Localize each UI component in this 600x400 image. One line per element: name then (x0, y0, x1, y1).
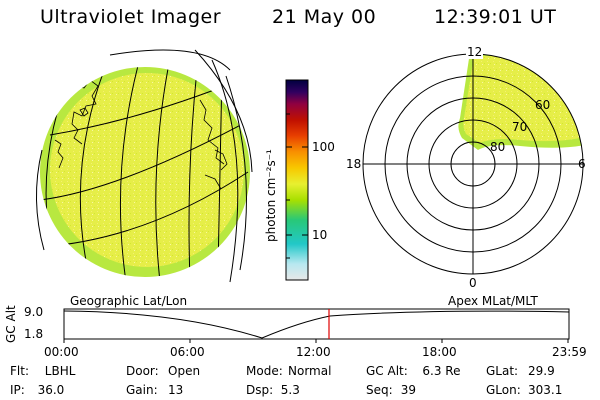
observation-time: 12:39:01 UT (434, 6, 557, 28)
info-value: 303.1 (528, 383, 563, 397)
time-tick-2359: 23:59 (552, 345, 587, 359)
info-value: 29.9 (528, 364, 555, 378)
info-key: GLon: (486, 383, 521, 397)
info-value: 36.0 (37, 383, 65, 397)
time-tick-0000: 00:00 (44, 345, 79, 359)
info-key: Door: (126, 364, 159, 378)
info-key: GLat: (486, 364, 519, 378)
info-value: 39 (400, 383, 417, 397)
alt-tick-low: 1.8 (24, 327, 44, 341)
info-key: Gain: (126, 383, 158, 397)
time-tick-1800: 18:00 (422, 345, 457, 359)
observation-date: 21 May 00 (272, 6, 377, 28)
info-value: 5.3 (280, 383, 300, 397)
info-key: Seq: (366, 383, 393, 397)
time-tick-0600: 06:00 (170, 345, 205, 359)
polar-grid-label: Apex MLat/MLT (448, 294, 538, 308)
mlat-label-70: 70 (512, 120, 528, 134)
alt-plot-ylabel: GC Alt (4, 305, 18, 343)
instrument-title: Ultraviolet Imager (40, 6, 222, 28)
info-key: Flt: (10, 364, 29, 378)
info-key: Dsp: (246, 383, 274, 397)
info-key: Mode: (246, 364, 283, 378)
colorbar-unit-label: photon cm⁻²s⁻¹ (264, 149, 278, 242)
info-value: 13 (168, 383, 184, 397)
mlat-label-80: 80 (490, 140, 506, 154)
mlat-label-60: 60 (535, 98, 551, 112)
info-value: 6.3 Re (422, 364, 461, 378)
colorbar-tick-10: 10 (312, 228, 328, 242)
info-key: GC Alt: (366, 364, 408, 378)
colorbar-tick-100: 100 (312, 140, 335, 154)
alt-tick-high: 9.0 (24, 305, 44, 319)
globe-grid-label: Geographic Lat/Lon (70, 294, 188, 308)
mlt-label-12: 12 (466, 45, 484, 59)
earth-image (35, 49, 253, 283)
info-value: Open (168, 364, 201, 378)
mlt-label-18: 18 (346, 157, 362, 171)
info-value: LBHL (44, 364, 76, 378)
colorbar (285, 79, 309, 281)
info-key: IP: (10, 383, 25, 397)
polar-plot (362, 53, 584, 275)
mlt-label-6: 6 (578, 157, 586, 171)
time-tick-1200: 12:00 (296, 345, 331, 359)
info-value: Normal (288, 364, 332, 378)
mlt-label-0: 0 (469, 276, 477, 290)
altitude-plot (63, 308, 570, 343)
